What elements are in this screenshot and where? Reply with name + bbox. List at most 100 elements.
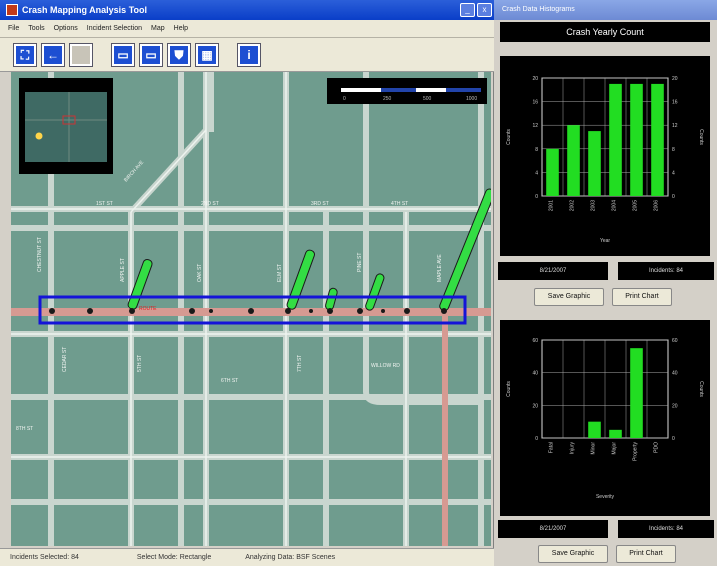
x-tick-label: PDO bbox=[654, 442, 660, 453]
street-label: 7TH ST bbox=[297, 355, 303, 372]
menu-file[interactable]: File bbox=[8, 25, 20, 32]
street-label: MAPLE AVE bbox=[437, 254, 443, 282]
x-tick-label: Fatal bbox=[549, 442, 555, 453]
status-analysis: Analyzing Data: BSF Scenes bbox=[245, 554, 336, 561]
incident-marker bbox=[209, 309, 213, 313]
incident-marker bbox=[357, 308, 363, 314]
overview-inset[interactable] bbox=[19, 78, 113, 174]
bottom-save-graphic-button[interactable]: Save Graphic bbox=[538, 545, 608, 563]
year-histogram: 0 0 4 4 8 8 12 12 16 16 20 20 2001 2002 2003 2004 2005 20… bbox=[506, 76, 704, 244]
year-chart-panel: 0 0 4 4 8 8 12 12 16 16 20 20 2001 2002 2003 2004 2005 20… bbox=[500, 56, 710, 256]
incident-markers[interactable] bbox=[49, 308, 447, 314]
x-tick-label: 2003 bbox=[591, 200, 597, 211]
map-canvas[interactable]: 1ST ST 2ND ST 3RD ST 4TH ST BIRCH AVE CH… bbox=[11, 72, 491, 546]
y2-tick-label: 16 bbox=[672, 100, 678, 106]
selection-rectangle[interactable] bbox=[38, 295, 467, 325]
x-axis-label: Severity bbox=[596, 494, 615, 500]
histogram-title-bar: Crash Data Histograms bbox=[494, 0, 717, 20]
select-rect-button[interactable]: ▭ bbox=[111, 42, 135, 67]
svg-text:0: 0 bbox=[343, 96, 346, 102]
bar bbox=[630, 83, 643, 196]
query-button[interactable]: ⛊ bbox=[167, 42, 191, 67]
svg-text:500: 500 bbox=[423, 96, 432, 102]
y2-tick-label: 8 bbox=[672, 147, 675, 153]
top-save-graphic-button[interactable]: Save Graphic bbox=[534, 288, 604, 306]
incident-marker bbox=[404, 308, 410, 314]
street-label: CHESTNUT ST bbox=[37, 237, 43, 272]
street-label: 8TH ST bbox=[16, 426, 33, 432]
status-select-mode: Select Mode: Rectangle bbox=[136, 554, 212, 561]
full-extent-button[interactable]: ⛶ bbox=[13, 42, 37, 67]
x-tick-label: 2001 bbox=[549, 200, 555, 211]
table-button[interactable]: ▦ bbox=[195, 42, 219, 67]
menu-incident-selection[interactable]: Incident Selection bbox=[86, 25, 143, 32]
incident-marker bbox=[309, 309, 313, 313]
menu-map[interactable]: Map bbox=[151, 25, 165, 32]
street-label: 4TH ST bbox=[391, 201, 408, 207]
y-tick-label: 40 bbox=[532, 371, 538, 377]
menu-tools[interactable]: Tools bbox=[28, 25, 45, 32]
severity-histogram: 0 0 20 20 40 40 60 60 Fatal Injury Minor Major Prope… bbox=[506, 338, 704, 500]
bottom-incident-box: Incidents: 84 bbox=[618, 520, 714, 538]
top-print-chart-button[interactable]: Print Chart bbox=[612, 288, 672, 306]
street-label: 3RD ST bbox=[311, 201, 329, 207]
y-tick-label: 20 bbox=[532, 403, 538, 409]
x-tick-label: 2004 bbox=[612, 200, 618, 211]
menu-bar: File Tools Options Incident Selection Ma… bbox=[0, 20, 494, 38]
y-tick-label: 4 bbox=[535, 170, 538, 176]
svg-text:250: 250 bbox=[383, 96, 392, 102]
bar bbox=[588, 131, 601, 196]
status-selected-count: Incidents Selected: 84 bbox=[10, 554, 79, 561]
incident-marker bbox=[381, 309, 385, 313]
severity-chart-panel: 0 0 20 20 40 40 60 60 Fatal Injury Minor Major Prope… bbox=[500, 320, 710, 516]
overview-location-marker bbox=[35, 132, 43, 140]
street-label: ELM ST bbox=[277, 264, 283, 282]
toolbar: ⛶ ← ▭ ▭ ⛊ ▦ i bbox=[0, 38, 494, 72]
panel-title: Crash Yearly Count bbox=[500, 22, 710, 42]
title-bar: Crash Mapping Analysis Tool _ x bbox=[0, 0, 494, 20]
minimize-button[interactable]: _ bbox=[460, 3, 475, 17]
x-tick-label: Major bbox=[612, 442, 618, 455]
close-button[interactable]: x bbox=[477, 3, 492, 17]
incident-marker bbox=[248, 308, 254, 314]
y2-tick-label: 0 bbox=[672, 436, 675, 442]
blank-tool-button[interactable] bbox=[69, 42, 93, 67]
y2-tick-label: 60 bbox=[672, 338, 678, 344]
crash-column bbox=[365, 273, 385, 311]
info-button[interactable]: i bbox=[237, 42, 261, 67]
crash-column bbox=[286, 249, 315, 310]
back-button[interactable]: ← bbox=[41, 42, 65, 67]
status-bar: Incidents Selected: 84 Select Mode: Rect… bbox=[0, 548, 494, 566]
app-icon bbox=[6, 4, 18, 16]
y2-tick-label: 12 bbox=[672, 123, 678, 129]
incident-marker bbox=[49, 308, 55, 314]
street-label: 2ND ST bbox=[201, 201, 219, 207]
x-tick-label: Minor bbox=[591, 442, 597, 455]
select-line-button[interactable]: ▭ bbox=[139, 42, 163, 67]
street-label: OAK ST bbox=[197, 264, 203, 282]
bar bbox=[609, 429, 622, 438]
incident-marker bbox=[441, 308, 447, 314]
y2-tick-label: 20 bbox=[672, 76, 678, 82]
map-view[interactable]: 1ST ST 2ND ST 3RD ST 4TH ST BIRCH AVE CH… bbox=[11, 72, 491, 546]
bar bbox=[609, 83, 622, 196]
bar bbox=[567, 125, 580, 196]
y-tick-label: 60 bbox=[532, 338, 538, 344]
street-label: 1ST ST bbox=[96, 201, 113, 207]
x-tick-label: Injury bbox=[570, 442, 576, 455]
street-label: 5TH ST bbox=[137, 355, 143, 372]
menu-options[interactable]: Options bbox=[53, 25, 78, 32]
street-label: BIRCH AVE bbox=[123, 159, 146, 183]
street-label: WILLOW RD bbox=[371, 363, 400, 369]
y2-tick-label: 0 bbox=[672, 194, 675, 200]
y-tick-label: 0 bbox=[535, 436, 538, 442]
bottom-print-chart-button[interactable]: Print Chart bbox=[616, 545, 676, 563]
bar bbox=[630, 348, 643, 438]
menu-help[interactable]: Help bbox=[173, 25, 189, 32]
bar bbox=[588, 421, 601, 438]
y-axis-label: Counts bbox=[506, 381, 512, 397]
y-tick-label: 8 bbox=[535, 147, 538, 153]
top-incident-box: Incidents: 84 bbox=[618, 262, 714, 280]
route-label: ROUTE bbox=[139, 306, 157, 312]
